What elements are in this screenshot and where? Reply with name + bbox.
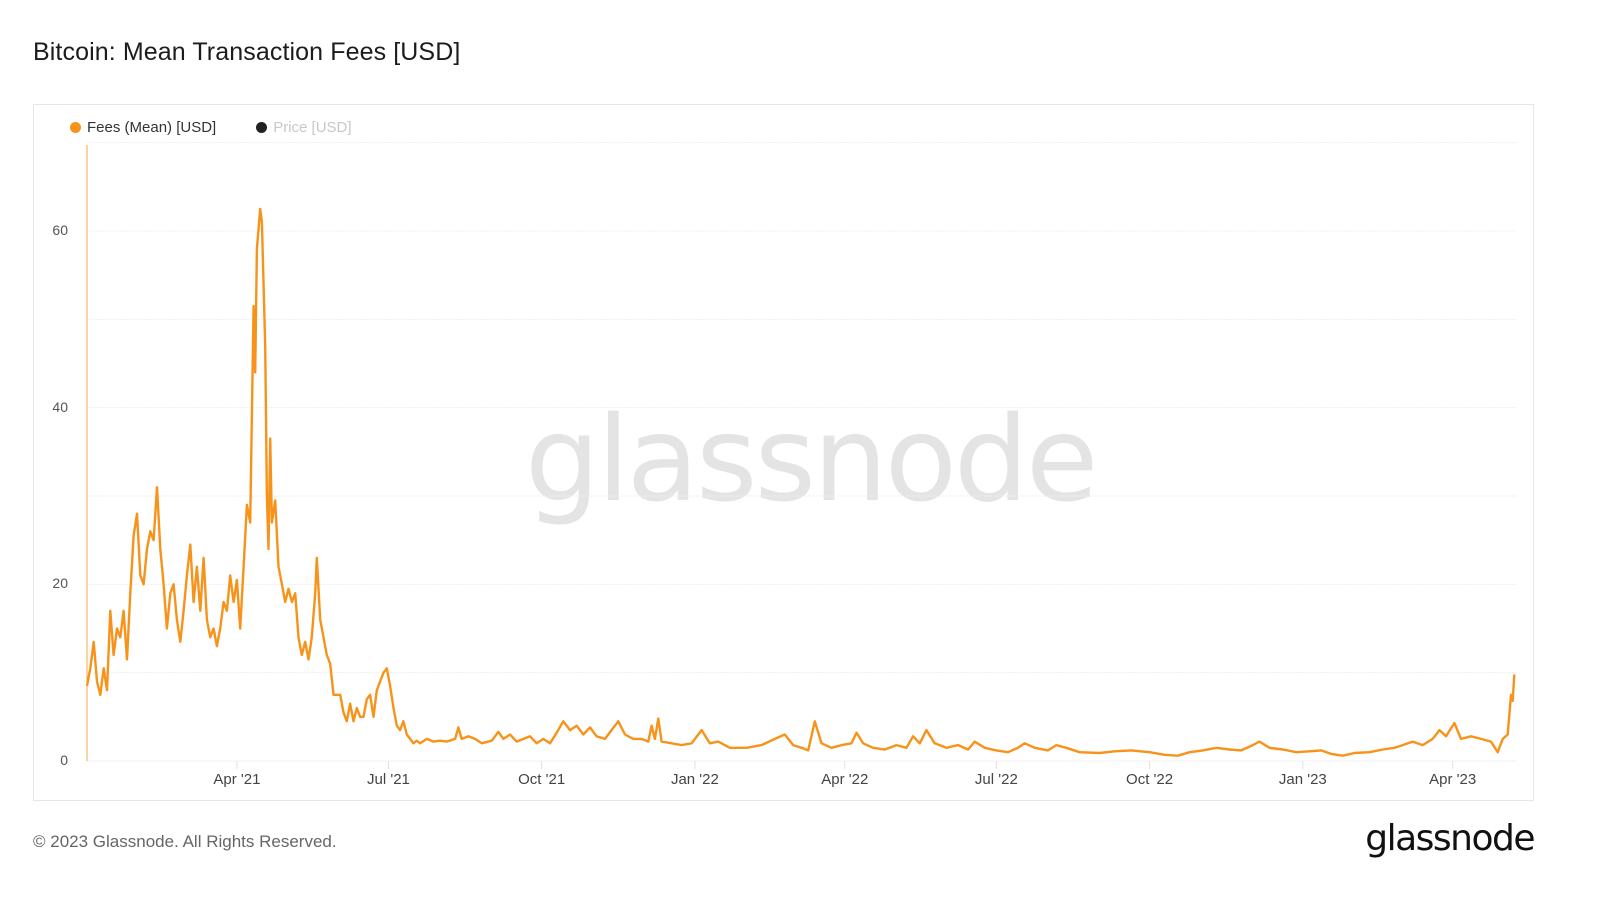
x-tick-label: Jan '22: [670, 771, 719, 788]
x-tick-label: Oct '22: [1126, 771, 1174, 788]
x-tick-label: Apr '21: [213, 771, 261, 788]
fees-series-line: [85, 207, 1516, 757]
legend-label-fees: Fees (Mean) [USD]: [87, 119, 217, 136]
x-tick-label: Apr '23: [1429, 771, 1477, 788]
y-tick-label: 60: [52, 222, 68, 238]
chart-legend: Fees (Mean) [USD] Price [USD]: [70, 119, 392, 136]
legend-item-fees[interactable]: Fees (Mean) [USD]: [70, 119, 216, 136]
page-title: Bitcoin: Mean Transaction Fees [USD]: [33, 38, 461, 66]
y-tick-label: 40: [52, 398, 68, 415]
y-tick-label: 0: [60, 752, 68, 768]
glassnode-logo: glassnode: [1365, 818, 1535, 859]
fees-series-dot-icon: [70, 122, 81, 133]
x-tick-label: Jan '23: [1278, 771, 1327, 788]
copyright-text: © 2023 Glassnode. All Rights Reserved.: [33, 832, 337, 851]
x-tick-label: Oct '21: [518, 771, 566, 788]
y-tick-label: 20: [52, 575, 68, 592]
chart-panel: [33, 104, 1534, 801]
x-tick-label: Jul '22: [974, 771, 1018, 788]
grid-lines: [87, 142, 1516, 769]
legend-item-price[interactable]: Price [USD]: [256, 119, 352, 136]
watermark-logo: glassnode: [525, 390, 1098, 528]
price-series-dot-icon: [256, 122, 268, 133]
legend-label-price: Price [USD]: [273, 119, 352, 136]
x-tick-label: Jul '21: [367, 771, 410, 788]
x-tick-label: Apr '22: [821, 771, 869, 788]
